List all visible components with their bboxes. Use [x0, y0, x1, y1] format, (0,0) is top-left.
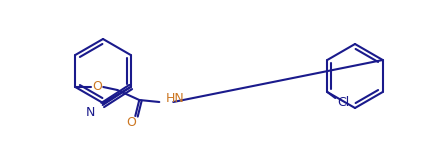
Text: N: N	[86, 106, 95, 119]
Text: O: O	[92, 80, 102, 93]
Text: Cl: Cl	[337, 96, 349, 109]
Text: HN: HN	[165, 93, 184, 106]
Text: O: O	[126, 117, 136, 130]
